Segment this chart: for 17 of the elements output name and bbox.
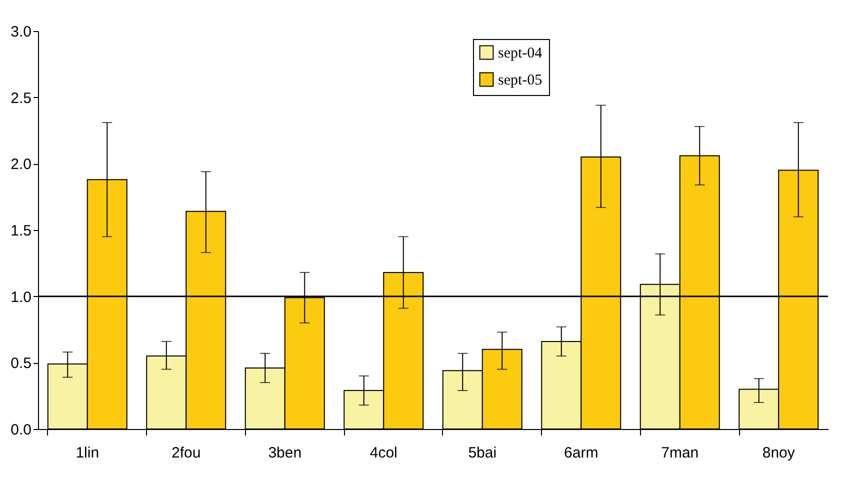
x-tick-label: 5bai: [468, 444, 497, 462]
legend-label: sept-05: [498, 72, 542, 88]
x-tick-label: 3ben: [268, 444, 302, 462]
x-tick-label: 1lin: [76, 444, 100, 462]
x-tick-label: 4col: [370, 444, 398, 462]
y-tick-label: 1.5: [10, 222, 32, 240]
y-tick-label: 2.5: [10, 90, 32, 107]
y-tick-label: 2.0: [10, 156, 32, 174]
y-tick-label: 0.5: [10, 355, 32, 372]
legend-label: sept-04: [498, 46, 543, 62]
y-tick-label: 0.0: [10, 422, 32, 438]
x-tick-label: 2fou: [172, 444, 201, 462]
x-tick-label: 8noy: [762, 444, 796, 462]
x-tick-label: 7man: [661, 444, 699, 462]
y-tick-label: 3.0: [10, 24, 32, 40]
y-tick-label: 1.0: [10, 288, 32, 306]
x-tick-label: 6arm: [564, 444, 598, 462]
